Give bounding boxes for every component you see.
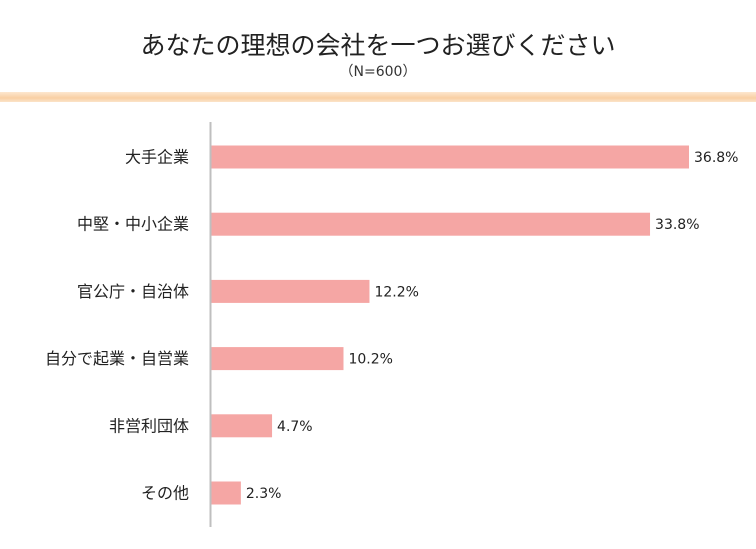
category-label: その他 [141,484,189,503]
value-label: 33.8% [655,217,699,233]
category-label: 大手企業 [125,148,189,167]
bars-layer: 大手企業 36.8% 中堅・中小企業 33.8% 官公庁・自治体 12.2% 自分で起業・自… [45,145,738,505]
bar [211,481,241,505]
value-label: 4.7% [277,419,313,435]
value-label: 10.2% [348,352,392,368]
chart-subtitle: （N=600） [339,64,417,80]
bar [211,347,344,371]
chart-title: あなたの理想の会社を一つお選びください [140,31,616,60]
value-label: 36.8% [694,150,738,166]
bar [211,414,273,438]
header-divider [0,92,756,102]
category-label: 官公庁・自治体 [77,282,189,301]
category-label: 非営利団体 [109,416,189,435]
bar [211,145,689,169]
bar [211,212,651,236]
category-label: 中堅・中小企業 [77,215,189,234]
value-label: 2.3% [246,486,282,502]
bar [211,279,370,303]
category-label: 自分で起業・自営業 [45,349,189,368]
value-label: 12.2% [374,284,418,300]
